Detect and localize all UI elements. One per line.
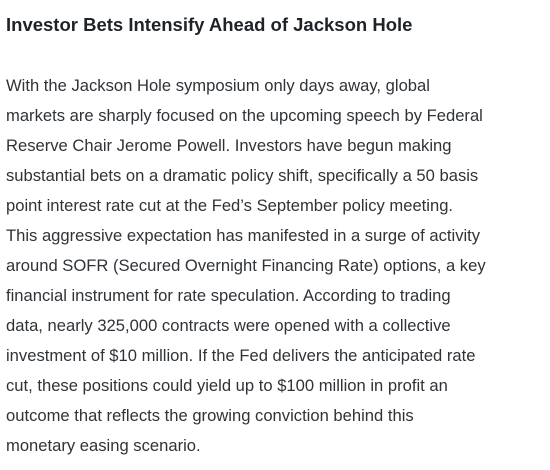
text-line: substantial bets on a dramatic policy sh… xyxy=(6,166,479,185)
text-line: With the Jackson Hole symposium only day… xyxy=(6,76,430,95)
text-line: data, nearly 325,000 contracts were open… xyxy=(6,316,451,335)
text-line: financial instrument for rate speculatio… xyxy=(6,286,451,305)
article-title: Investor Bets Intensify Ahead of Jackson… xyxy=(6,14,413,35)
text-line: investment of $10 million. If the Fed de… xyxy=(6,346,476,365)
article-body: With the Jackson Hole symposium only day… xyxy=(6,71,546,461)
text-line: monetary easing scenario. xyxy=(6,436,201,455)
text-line: Reserve Chair Jerome Powell. Investors h… xyxy=(6,136,452,155)
text-line: around SOFR (Secured Overnight Financing… xyxy=(6,256,486,275)
text-line: This aggressive expectation has manifest… xyxy=(6,226,481,245)
text-line: outcome that reflects the growing convic… xyxy=(6,406,414,425)
text-line: cut, these positions could yield up to $… xyxy=(6,376,448,395)
text-line: markets are sharply focused on the upcom… xyxy=(6,106,483,125)
text-line: point interest rate cut at the Fed’s Sep… xyxy=(6,196,454,215)
